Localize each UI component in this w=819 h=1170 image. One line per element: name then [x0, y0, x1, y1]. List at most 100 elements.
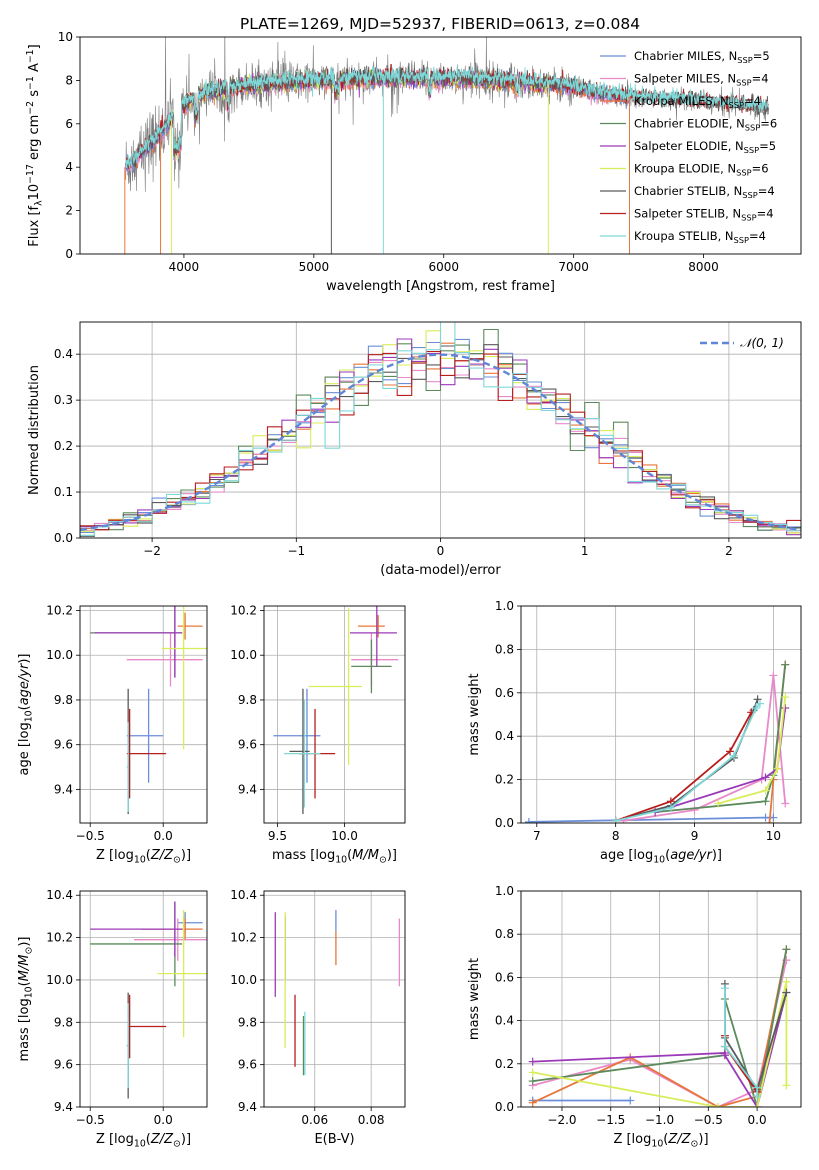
- label-part: mass weight: [467, 958, 482, 1040]
- label-part: SSP: [745, 122, 760, 132]
- y-tick-label: 0.6: [495, 970, 514, 984]
- legend-entry: 𝒩(0, 1): [740, 336, 784, 350]
- x-tick-label: 0.0: [154, 829, 173, 843]
- x-tick-label: −1.5: [596, 1113, 625, 1127]
- label-part: =4: [757, 207, 774, 221]
- x-tick-label: 9: [691, 829, 699, 843]
- label-part: Salpeter ELODIE, N: [634, 139, 744, 153]
- x-tick-label: 0.0: [748, 1113, 767, 1127]
- x-tick-label: −2: [143, 544, 161, 558]
- plot-area: [521, 606, 801, 823]
- y-tick-label: 0.2: [495, 1057, 514, 1071]
- x-tick-label: 0.06: [301, 1113, 328, 1127]
- x-axis-label: Z [log10(Z/Z⊙)]: [613, 1132, 708, 1149]
- y-axis-label: age [log10(age/yr)]: [17, 653, 34, 775]
- mass-age-panel: 9.5 10.0 9.4 9.6 9.8 10.0 10.2 mass [log10(M/M⊙…: [230, 603, 406, 865]
- x-axis-label: E(B-V): [314, 1132, 354, 1147]
- y-tick-label: 10: [58, 30, 73, 44]
- label-part: ⊙: [23, 947, 34, 955]
- label-part: Z/Z: [150, 848, 174, 863]
- label-part: )]: [181, 848, 191, 863]
- x-tick-label: 10.0: [331, 829, 358, 843]
- label-part: ⊙: [691, 1138, 699, 1149]
- z-mass-panel: −0.5 0.09.49.69.810.010.210.4Z [log10(Z/Z…: [17, 888, 208, 1149]
- weight-line-kroupa-elodie: [717, 697, 787, 805]
- weight-line-chabrier-elodie: [655, 664, 787, 813]
- y-tick-label: 9.8: [54, 693, 73, 707]
- label-part: Normed distribution: [27, 365, 42, 495]
- x-axis-label: Z [log10(Z/Z⊙)]: [96, 1132, 191, 1149]
- y-tick-label: 10.4: [230, 888, 257, 902]
- label-part: −1: [25, 76, 36, 90]
- legend-entry: Kroupa ELODIE, NSSP=6: [634, 162, 769, 178]
- legend-entry: Kroupa MILES, NSSP=4: [634, 94, 761, 110]
- y-tick-label: 0.4: [54, 347, 73, 361]
- y-tick-label: 10.0: [230, 973, 257, 987]
- y-tick-label: 9.6: [54, 738, 73, 752]
- legend-entry: Salpeter ELODIE, NSSP=5: [634, 139, 776, 155]
- label-part: M/M: [352, 848, 379, 863]
- label-part: =6: [752, 162, 769, 176]
- label-part: =4: [758, 184, 775, 198]
- plot-area: [80, 322, 801, 538]
- y-tick-label: 0.0: [495, 1100, 514, 1114]
- axes-frame: [263, 605, 406, 824]
- label-part: 10: [23, 710, 34, 722]
- plot-area: [521, 891, 801, 1107]
- label-part: E(B-V): [314, 1132, 354, 1147]
- x-tick-label: −2.0: [547, 1113, 576, 1127]
- label-part: Z/Z: [667, 1132, 691, 1147]
- plot-area: [80, 606, 207, 823]
- x-tick-label: −1: [287, 544, 305, 558]
- y-tick-label: 9.4: [238, 1100, 257, 1114]
- y-tick-label: 10.0: [46, 973, 73, 987]
- label-part: SSP: [744, 145, 759, 155]
- y-tick-label: 9.6: [238, 738, 257, 752]
- y-tick-label: 9.8: [238, 1015, 257, 1029]
- y-tick-label: 10.2: [230, 603, 257, 617]
- label-part: Z [log: [96, 848, 134, 863]
- label-part: λ: [33, 200, 44, 206]
- label-part: SSP: [737, 55, 752, 65]
- weight-line-salpeter-miles: [623, 675, 787, 822]
- x-tick-label: 9.5: [268, 829, 287, 843]
- y-tick-label: 9.4: [54, 1100, 73, 1114]
- x-tick-label: 10: [766, 829, 781, 843]
- label-part: −2: [25, 101, 36, 115]
- z-age-panel: −0.5 0.09.49.69.810.010.2Z [log10(Z/Z⊙)]a…: [17, 603, 208, 865]
- weight-line-kroupa-elodie: [532, 981, 788, 1107]
- y-axis-label: Flux [fλ10−17 erg cm−2 s−1 A−1]: [25, 44, 44, 246]
- weight-line-chabrier-miles: [528, 816, 774, 823]
- x-axis-label: Z [log10(Z/Z⊙)]: [96, 848, 191, 865]
- label-part: =6: [760, 117, 777, 131]
- label-part: Z [log: [96, 1132, 134, 1147]
- x-axis-label: mass [log10(M/M⊙)]: [272, 848, 397, 865]
- label-part: Kroupa STELIB, N: [634, 229, 734, 243]
- label-part: SSP: [741, 212, 756, 222]
- label-part: ]: [27, 44, 42, 49]
- label-part: ⊙: [173, 1138, 181, 1149]
- y-axis-label: mass weight: [467, 673, 482, 755]
- axes-frame: [79, 605, 208, 824]
- label-part: (: [17, 705, 32, 710]
- label-part: =5: [753, 49, 770, 63]
- y-tick-label: 0.4: [495, 1014, 514, 1028]
- label-part: 10: [23, 986, 34, 998]
- x-tick-label: 4000: [169, 260, 200, 274]
- label-part: A: [27, 63, 42, 76]
- label-part: Kroupa ELODIE, N: [634, 162, 736, 176]
- label-part: (: [146, 1132, 151, 1147]
- plot-area: [124, 37, 769, 254]
- label-part: Z/Z: [150, 1132, 174, 1147]
- label-part: 10: [134, 854, 146, 865]
- axes-frame: [263, 890, 406, 1108]
- y-tick-label: 0.8: [495, 927, 514, 941]
- label-part: )]: [181, 1132, 191, 1147]
- label-part: 10: [335, 854, 347, 865]
- label-part: (: [17, 981, 32, 986]
- y-tick-label: 0.2: [54, 439, 73, 453]
- x-tick-label: −1.0: [645, 1113, 674, 1127]
